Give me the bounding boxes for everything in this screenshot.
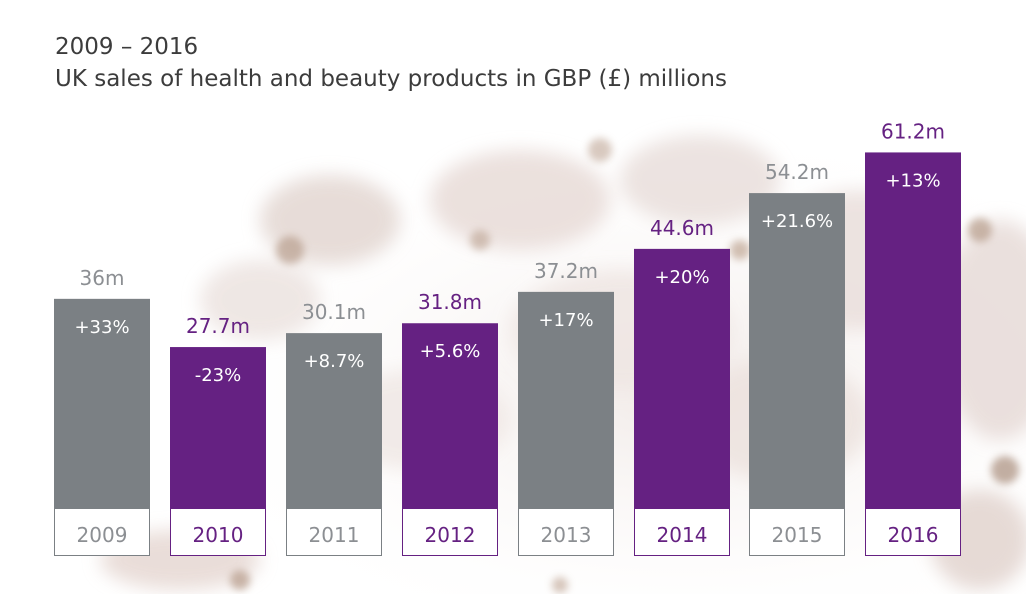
- bar-2009: [54, 298, 150, 508]
- change-label-2016: +13%: [885, 170, 940, 191]
- bar-2013: [518, 291, 614, 508]
- year-box-2010: [170, 508, 266, 556]
- category-label-2009: 2009: [77, 523, 128, 547]
- category-label-2015: 2015: [772, 523, 823, 547]
- value-label-2011: 30.1m: [302, 300, 366, 324]
- year-box-2012: [402, 508, 498, 556]
- bar-group-2015: 54.2m +21.6% 2015: [749, 160, 845, 556]
- category-label-2010: 2010: [193, 523, 244, 547]
- bar-group-2014: 44.6m +20% 2014: [634, 216, 730, 556]
- bar-group-2011: 30.1m +8.7% 2011: [286, 300, 382, 556]
- year-box-2011: [286, 508, 382, 556]
- change-label-2013: +17%: [538, 310, 593, 331]
- value-label-2010: 27.7m: [186, 314, 250, 338]
- category-label-2014: 2014: [657, 523, 708, 547]
- category-label-2013: 2013: [541, 523, 592, 547]
- change-label-2014: +20%: [654, 267, 709, 288]
- change-label-2015: +21.6%: [761, 211, 833, 232]
- change-label-2012: +5.6%: [420, 341, 481, 362]
- bar-2011: [286, 333, 382, 508]
- year-box-2014: [634, 508, 730, 556]
- value-label-2009: 36m: [80, 266, 125, 290]
- bar-group-2013: 37.2m +17% 2013: [518, 259, 614, 556]
- value-label-2016: 61.2m: [881, 119, 945, 143]
- category-label-2011: 2011: [309, 523, 360, 547]
- bar-group-2012: 31.8m +5.6% 2012: [402, 290, 498, 556]
- category-label-2012: 2012: [425, 523, 476, 547]
- bar-group-2016: 61.2m +13% 2016: [865, 119, 961, 556]
- change-label-2011: +8.7%: [304, 351, 365, 372]
- value-label-2012: 31.8m: [418, 290, 482, 314]
- bar-2012: [402, 323, 498, 508]
- year-box-2016: [865, 508, 961, 556]
- bar-2015: [749, 193, 845, 508]
- change-label-2010: -23%: [195, 365, 242, 386]
- change-label-2009: +33%: [74, 317, 129, 338]
- year-box-2015: [749, 508, 845, 556]
- chart-subtitle: UK sales of health and beauty products i…: [55, 66, 727, 92]
- year-box-2013: [518, 508, 614, 556]
- bar-2016: [865, 152, 961, 509]
- value-label-2013: 37.2m: [534, 259, 598, 283]
- value-label-2014: 44.6m: [650, 216, 714, 240]
- bar-group-2009: 36m +33% 2009: [54, 266, 150, 556]
- bar-group-2010: 27.7m -23% 2010: [170, 314, 266, 556]
- value-label-2015: 54.2m: [765, 160, 829, 184]
- bar-2014: [634, 248, 730, 508]
- chart-title: 2009 – 2016: [55, 34, 199, 60]
- bar-2010: [170, 347, 266, 508]
- year-box-2009: [54, 508, 150, 556]
- category-label-2016: 2016: [888, 523, 939, 547]
